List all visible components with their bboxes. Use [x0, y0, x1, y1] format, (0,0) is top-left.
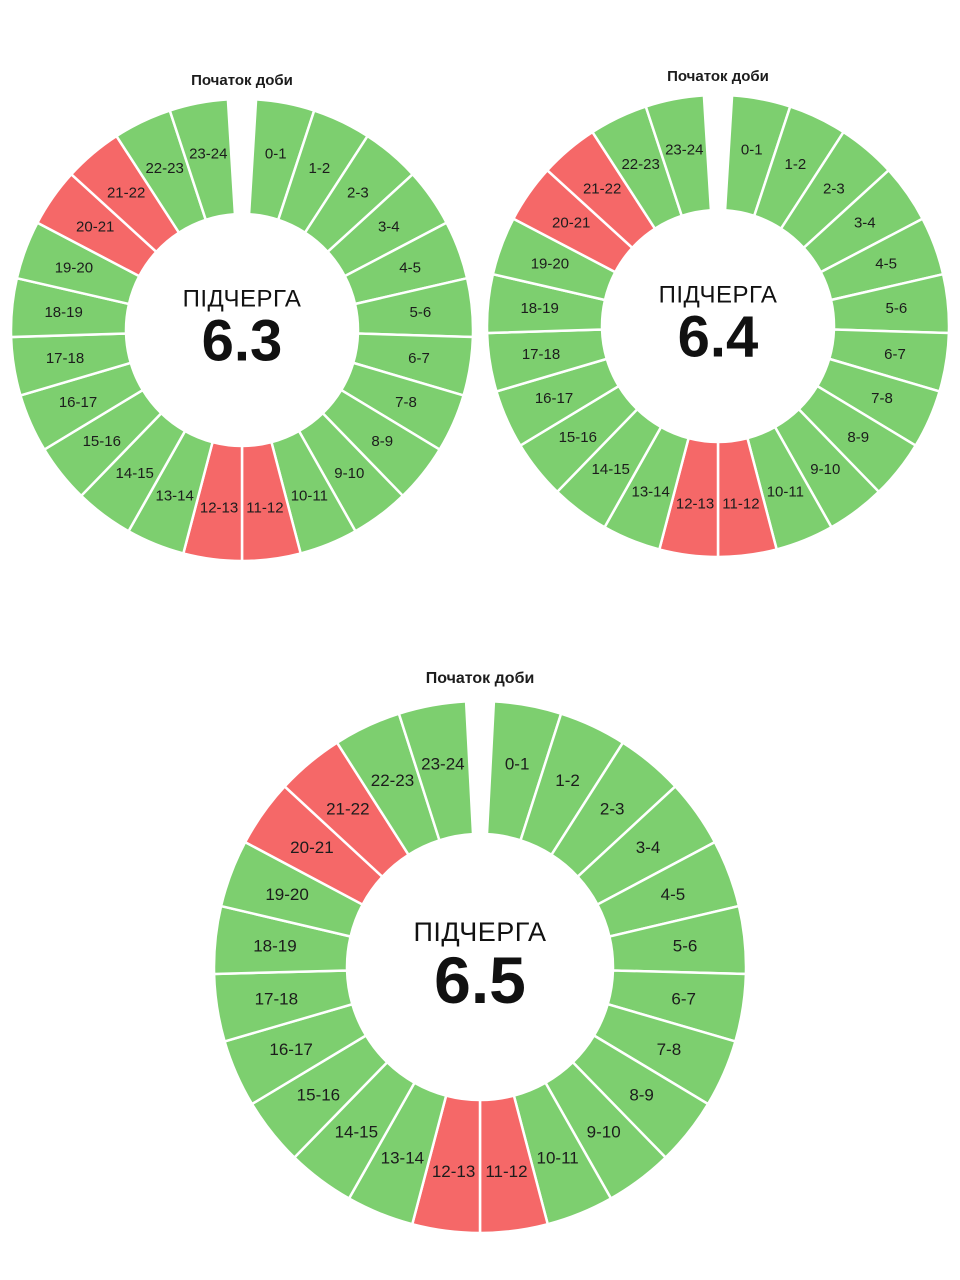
- schedule-wheel-6-3: Початок доби 0-1 1-2 2-3 3-4 4-5 5-6 6-7 7-8 8-9…: [5, 72, 479, 567]
- hour-label-19-20: 19-20: [55, 259, 93, 276]
- hour-label-0-1: 0-1: [505, 755, 530, 774]
- hour-label-6-7: 6-7: [408, 350, 430, 367]
- hour-label-14-15: 14-15: [335, 1122, 378, 1141]
- hour-label-11-12: 11-12: [246, 499, 283, 516]
- hour-label-14-15: 14-15: [592, 461, 630, 478]
- queue-number: 6.4: [677, 304, 759, 370]
- hour-label-11-12: 11-12: [722, 495, 759, 512]
- hour-label-14-15: 14-15: [116, 465, 154, 482]
- hour-label-2-3: 2-3: [600, 799, 625, 818]
- hour-label-20-21: 20-21: [552, 215, 590, 232]
- hour-label-10-11: 10-11: [767, 484, 804, 501]
- hour-label-13-14: 13-14: [381, 1148, 424, 1167]
- hour-label-2-3: 2-3: [823, 181, 845, 198]
- hour-label-23-24: 23-24: [189, 145, 227, 162]
- hour-label-17-18: 17-18: [255, 989, 298, 1008]
- hour-label-10-11: 10-11: [291, 488, 328, 505]
- hour-label-12-13: 12-13: [200, 499, 238, 516]
- hour-label-18-19: 18-19: [520, 300, 558, 317]
- hour-label-11-12: 11-12: [485, 1162, 527, 1181]
- hour-label-8-9: 8-9: [371, 433, 393, 450]
- wheel-center: ПІДЧЕРГА 6.4: [658, 281, 778, 370]
- hour-label-12-13: 12-13: [432, 1162, 475, 1181]
- hour-label-15-16: 15-16: [559, 429, 597, 446]
- hour-label-6-7: 6-7: [884, 346, 906, 363]
- hour-segment-23-24-power: [644, 94, 713, 218]
- hour-label-1-2: 1-2: [555, 771, 580, 790]
- wheel-svg: 0-1 1-2 2-3 3-4 4-5 5-6 6-7 7-8 8-9 9-10 10-11 11-1…: [212, 700, 748, 1235]
- queue-word: ПІДЧЕРГА: [413, 916, 547, 947]
- queue-number: 6.5: [434, 942, 526, 1017]
- hour-label-16-17: 16-17: [269, 1040, 312, 1059]
- schedule-wheel-6-4: Початок доби 0-1 1-2 2-3 3-4 4-5 5-6 6-7 7-8 8-9…: [481, 68, 955, 563]
- hour-label-17-18: 17-18: [46, 350, 84, 367]
- hour-label-21-22: 21-22: [107, 185, 145, 202]
- hour-label-22-23: 22-23: [145, 160, 183, 177]
- hour-label-2-3: 2-3: [347, 185, 369, 202]
- hour-label-8-9: 8-9: [629, 1085, 654, 1104]
- hour-label-19-20: 19-20: [265, 885, 308, 904]
- hour-label-5-6: 5-6: [886, 300, 908, 317]
- hour-label-0-1: 0-1: [265, 145, 287, 162]
- wheel-svg: 0-1 1-2 2-3 3-4 4-5 5-6 6-7 7-8 8-9 9-10 10-11 11-1…: [9, 98, 475, 563]
- hour-label-23-24: 23-24: [665, 141, 703, 158]
- hour-label-0-1: 0-1: [741, 141, 763, 158]
- schedule-wheel-6-5: Початок доби 0-1 1-2 2-3 3-4 4-5 5-6 6-7 7-8 8-9…: [208, 670, 752, 1239]
- hour-label-22-23: 22-23: [621, 156, 659, 173]
- hour-label-12-13: 12-13: [676, 495, 714, 512]
- hour-label-21-22: 21-22: [583, 181, 621, 198]
- hour-label-23-24: 23-24: [421, 755, 464, 774]
- hour-label-4-5: 4-5: [399, 259, 421, 276]
- hour-label-16-17: 16-17: [59, 394, 97, 411]
- hour-label-10-11: 10-11: [537, 1148, 579, 1167]
- hour-label-22-23: 22-23: [371, 771, 414, 790]
- day-start-label: Початок доби: [425, 670, 535, 687]
- hour-segment-23-24-power: [397, 700, 475, 842]
- hour-label-20-21: 20-21: [76, 219, 114, 236]
- hour-label-3-4: 3-4: [636, 838, 661, 857]
- hour-label-20-21: 20-21: [290, 838, 333, 857]
- hour-segment-23-24-power: [168, 98, 237, 222]
- queue-number: 6.3: [201, 308, 283, 374]
- hour-label-5-6: 5-6: [673, 936, 698, 955]
- hour-label-9-10: 9-10: [810, 461, 840, 478]
- hour-label-21-22: 21-22: [326, 799, 369, 818]
- hour-label-18-19: 18-19: [253, 936, 296, 955]
- hour-label-15-16: 15-16: [83, 433, 121, 450]
- hour-label-19-20: 19-20: [531, 255, 569, 272]
- hour-label-9-10: 9-10: [334, 465, 364, 482]
- hour-label-4-5: 4-5: [661, 885, 686, 904]
- wheel-center: ПІДЧЕРГА 6.3: [182, 285, 302, 374]
- hour-label-9-10: 9-10: [587, 1122, 621, 1141]
- hour-label-8-9: 8-9: [847, 429, 869, 446]
- hour-label-13-14: 13-14: [155, 488, 193, 505]
- hour-label-6-7: 6-7: [671, 989, 696, 1008]
- hour-label-16-17: 16-17: [535, 390, 573, 407]
- wheel-center: ПІДЧЕРГА 6.5: [413, 916, 547, 1017]
- hour-label-17-18: 17-18: [522, 346, 560, 363]
- day-start-label: Початок доби: [667, 68, 769, 85]
- hour-label-4-5: 4-5: [875, 255, 897, 272]
- hour-label-7-8: 7-8: [871, 390, 893, 407]
- queue-word: ПІДЧЕРГА: [658, 281, 778, 309]
- day-start-label: Початок доби: [191, 72, 293, 89]
- hour-label-13-14: 13-14: [631, 484, 669, 501]
- queue-word: ПІДЧЕРГА: [182, 285, 302, 313]
- hour-label-1-2: 1-2: [785, 156, 807, 173]
- hour-label-1-2: 1-2: [309, 160, 331, 177]
- hour-label-18-19: 18-19: [44, 304, 82, 321]
- hour-label-7-8: 7-8: [657, 1040, 682, 1059]
- wheel-svg: 0-1 1-2 2-3 3-4 4-5 5-6 6-7 7-8 8-9 9-10 10-11 11-1…: [485, 94, 951, 559]
- hour-label-3-4: 3-4: [378, 219, 400, 236]
- hour-label-5-6: 5-6: [410, 304, 432, 321]
- hour-label-3-4: 3-4: [854, 215, 876, 232]
- hour-label-7-8: 7-8: [395, 394, 417, 411]
- hour-label-15-16: 15-16: [297, 1085, 340, 1104]
